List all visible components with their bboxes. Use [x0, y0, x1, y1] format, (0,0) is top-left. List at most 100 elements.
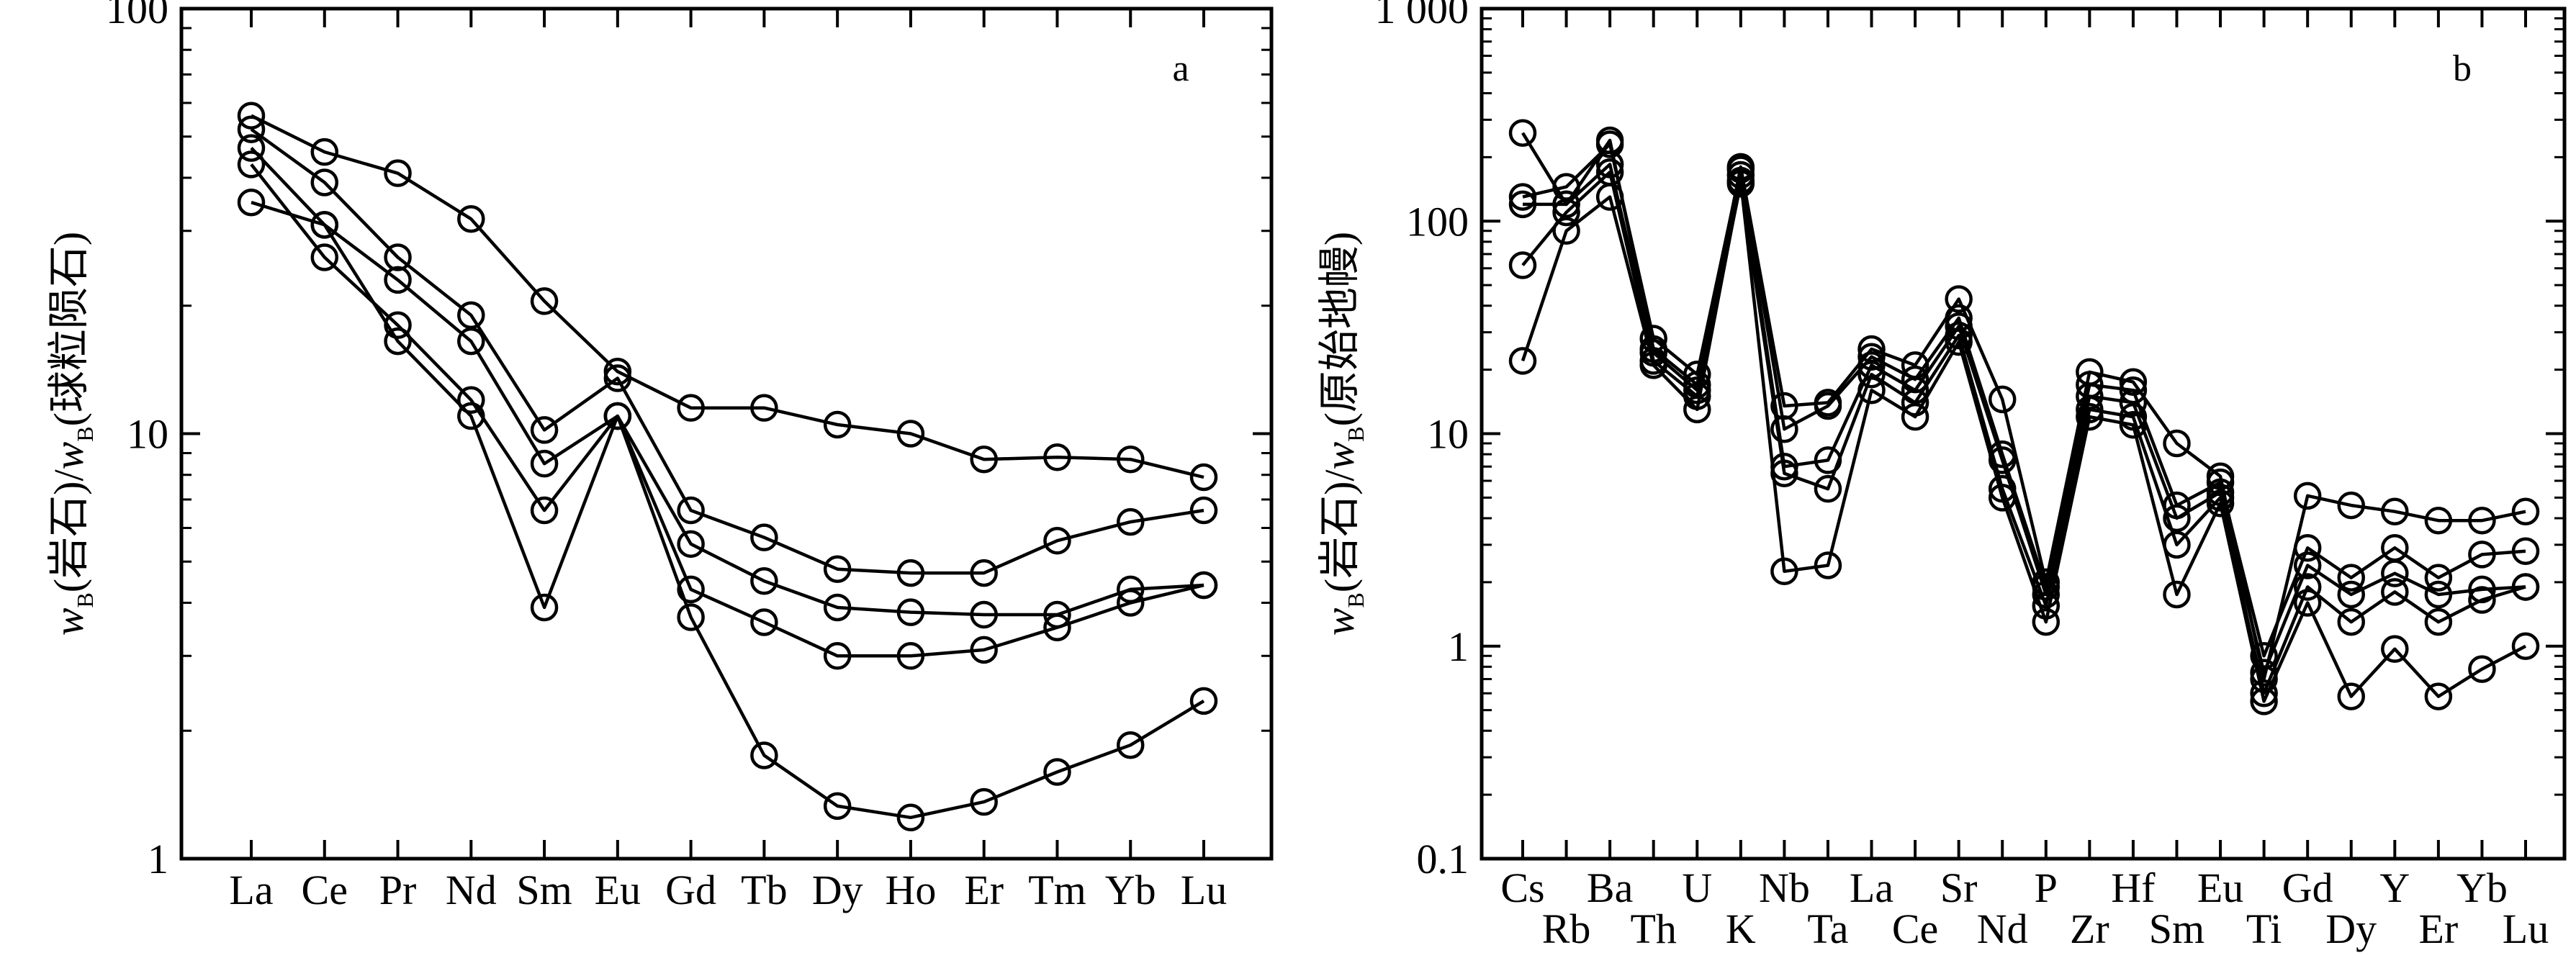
data-point-a-3	[823, 593, 852, 622]
plot-frame-b	[1480, 6, 2567, 861]
data-point-b-3	[1552, 190, 1580, 219]
y-axis-label-part: (岩石)/	[1316, 469, 1363, 593]
x-tick-label-Lu: Lu	[1181, 867, 1227, 913]
data-point-a-2	[310, 168, 339, 196]
x-tick-label-Ti: Ti	[2246, 905, 2282, 952]
data-point-a-1	[970, 445, 998, 474]
data-point-b-5	[2381, 635, 2409, 663]
y-axis-label-part: B	[1343, 426, 1369, 441]
data-point-a-2	[970, 559, 998, 587]
data-point-b-5	[1683, 395, 1711, 424]
y-tick-label: 0.1	[1417, 836, 1469, 882]
series-line-b-4	[1521, 170, 2526, 695]
x-tick-label-Yb: Yb	[2456, 864, 2508, 911]
x-tick-label-Sr: Sr	[1940, 864, 1978, 911]
data-point-a-1	[310, 137, 339, 166]
data-point-a-5	[1116, 731, 1145, 759]
data-point-b-3	[2119, 389, 2148, 417]
data-point-b-5	[2293, 589, 2322, 617]
data-point-a-1	[823, 410, 852, 439]
plot-frame-a	[179, 6, 1274, 861]
data-point-a-1	[603, 357, 632, 386]
data-point-b-3	[2424, 580, 2453, 609]
x-tick-label-La: La	[229, 867, 273, 913]
y-axis-label-part: w	[45, 441, 92, 469]
data-point-a-4	[970, 636, 998, 664]
x-tick-label-Lu: Lu	[2503, 905, 2549, 952]
y-tick-label: 10	[1427, 411, 1469, 458]
x-tick-label-K: K	[1726, 905, 1756, 952]
series-line-b-2	[1522, 143, 2526, 658]
data-point-a-5	[237, 188, 266, 217]
data-point-b-4	[1552, 198, 1580, 227]
data-point-a-1	[896, 420, 925, 448]
x-tick-label-U: U	[1682, 864, 1712, 911]
data-point-b-5	[1770, 557, 1798, 586]
data-point-b-4	[1857, 360, 1886, 389]
data-point-b-5	[2206, 489, 2235, 518]
data-point-a-1	[750, 394, 778, 422]
data-point-b-1	[2293, 482, 2322, 510]
x-tick-label-Sm: Sm	[516, 867, 572, 913]
data-point-a-5	[603, 402, 632, 430]
data-point-a-5	[384, 327, 412, 356]
series-line-a-5	[251, 201, 1205, 820]
data-point-a-1	[1043, 443, 1071, 471]
x-tick-label-Eu: Eu	[595, 867, 641, 913]
series-line-b-1	[1521, 132, 2526, 681]
data-point-b-2	[2293, 533, 2322, 562]
x-tick-label-Gd: Gd	[2282, 864, 2333, 911]
data-point-a-2	[677, 496, 705, 525]
series-line-a-4	[250, 163, 1204, 658]
data-point-b-5	[2032, 607, 2061, 636]
data-point-a-2	[823, 555, 852, 583]
data-point-a-1	[237, 101, 266, 130]
data-point-b-1	[1508, 119, 1537, 147]
y-tick-label: 100	[106, 0, 168, 32]
data-point-b-5	[1814, 551, 1842, 579]
data-point-a-5	[310, 211, 339, 239]
data-point-b-5	[2076, 402, 2104, 431]
data-point-b-2	[1814, 392, 1842, 420]
data-point-b-4	[2381, 578, 2409, 606]
data-point-a-5	[970, 787, 998, 816]
data-point-a-2	[896, 559, 925, 587]
data-point-a-2	[1043, 526, 1071, 555]
data-point-b-3	[2337, 580, 2365, 609]
data-point-b-2	[1508, 183, 1537, 211]
x-tick-label-Gd: Gd	[665, 867, 716, 913]
x-tick-label-Dy: Dy	[812, 867, 863, 913]
x-tick-label-Er: Er	[964, 867, 1004, 913]
data-point-a-1	[1116, 445, 1145, 474]
y-tick-label: 100	[1406, 198, 1469, 245]
x-tick-label-Cs: Cs	[1500, 864, 1544, 911]
x-tick-label-Ce: Ce	[302, 867, 348, 913]
data-point-a-3	[457, 327, 485, 356]
y-axis-label-part: (球粒陨石)	[45, 232, 92, 427]
data-point-b-3	[1508, 190, 1537, 219]
data-point-b-1	[2163, 429, 2191, 458]
data-point-b-1	[2468, 506, 2496, 535]
data-point-a-5	[823, 792, 852, 821]
data-point-b-4	[1508, 251, 1537, 279]
data-point-a-2	[1116, 507, 1145, 536]
y-tick-label: 1	[148, 836, 168, 882]
data-point-b-2	[2511, 537, 2540, 565]
data-point-a-5	[1043, 758, 1071, 786]
data-point-a-5	[896, 803, 925, 832]
data-point-a-3	[530, 449, 559, 478]
data-point-a-4	[677, 575, 705, 604]
data-point-a-3	[237, 134, 266, 162]
data-point-b-5	[1595, 183, 1624, 211]
data-point-a-4	[384, 311, 412, 340]
data-point-b-1	[2511, 497, 2540, 525]
x-tick-label-Nd: Nd	[446, 867, 497, 913]
data-point-b-1	[1988, 385, 2017, 414]
data-point-a-3	[970, 600, 998, 629]
data-point-b-4	[1814, 474, 1842, 503]
data-point-b-4	[2468, 586, 2496, 614]
data-point-b-2	[2424, 564, 2453, 592]
data-point-a-5	[677, 603, 705, 631]
data-point-a-4	[1189, 571, 1218, 600]
